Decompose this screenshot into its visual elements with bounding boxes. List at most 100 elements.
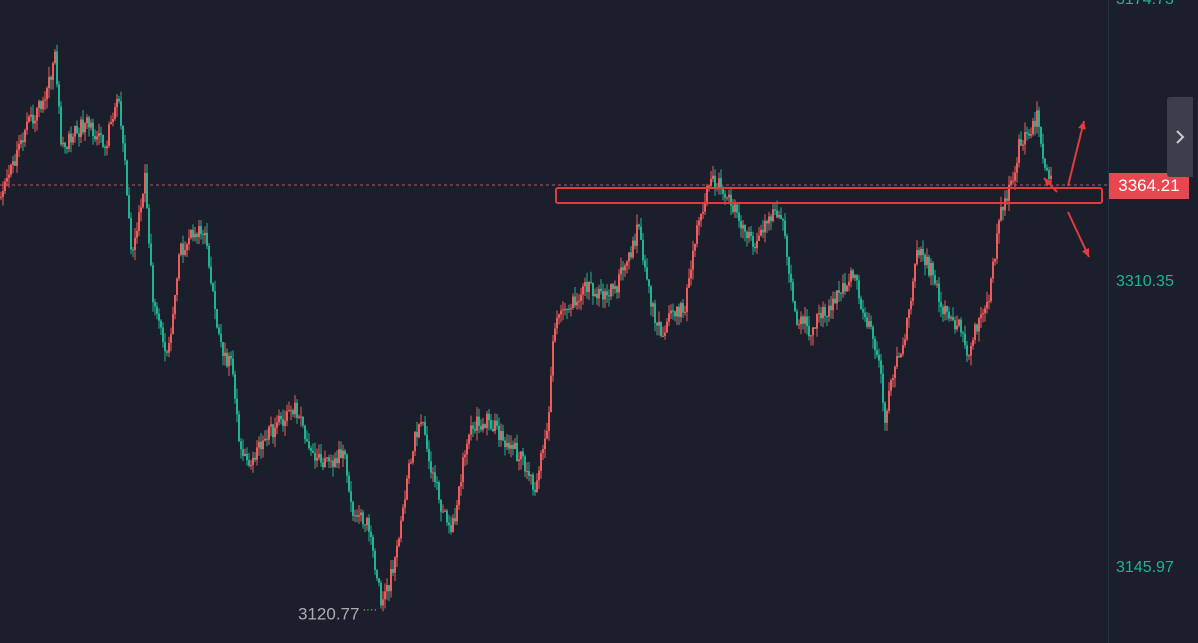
price-chart[interactable] — [0, 0, 1108, 643]
candle-body — [434, 472, 436, 483]
candle-body — [1016, 162, 1018, 173]
candle-body — [810, 335, 812, 337]
candle-body — [262, 440, 264, 450]
candle-body — [682, 303, 684, 313]
candle-body — [590, 281, 592, 283]
candle-body — [136, 231, 138, 238]
candle-body — [1018, 139, 1020, 163]
candle-body — [4, 181, 6, 192]
candle-body — [670, 310, 672, 314]
candle-body — [544, 438, 546, 450]
candle-body — [680, 303, 682, 317]
candle-body — [508, 442, 510, 449]
candle-body — [534, 489, 536, 492]
candle-body — [152, 265, 154, 303]
candle-body — [580, 294, 582, 301]
candle-body — [148, 208, 150, 244]
candle-body — [308, 441, 310, 449]
candle-body — [494, 420, 496, 432]
candle-body — [668, 313, 670, 322]
candle-body — [856, 275, 858, 281]
candle-body — [86, 117, 88, 124]
candle-body — [806, 316, 808, 327]
candle-body — [18, 143, 20, 150]
candle-body — [238, 414, 240, 442]
candle-body — [910, 301, 912, 310]
candle-body — [1050, 175, 1052, 180]
candle-body — [98, 133, 100, 137]
candle-body — [928, 256, 930, 276]
candle-body — [938, 283, 940, 303]
candle-body — [1022, 144, 1024, 146]
candle-body — [270, 424, 272, 427]
candle-body — [592, 282, 594, 297]
candle-body — [552, 341, 554, 376]
candle-body — [1042, 143, 1044, 159]
candle-body — [8, 174, 10, 178]
candle-body — [836, 290, 838, 304]
candle-body — [762, 229, 764, 233]
candle-body — [794, 301, 796, 312]
candle-body — [734, 204, 736, 212]
candle-body — [832, 298, 834, 311]
candle-body — [610, 284, 612, 297]
candle-body — [664, 332, 666, 336]
candle-body — [288, 410, 290, 412]
candle-body — [156, 306, 158, 314]
candle-body — [1012, 180, 1014, 182]
candle-body — [848, 281, 850, 286]
candle-body — [612, 284, 614, 289]
candle-body — [334, 458, 336, 467]
candle-body — [358, 515, 360, 517]
candle-body — [524, 456, 526, 472]
candle-body — [464, 454, 466, 458]
candle-body — [818, 312, 820, 315]
candle-body — [204, 232, 206, 236]
candle-body — [484, 424, 486, 428]
candle-body — [548, 412, 550, 431]
candle-body — [554, 328, 556, 342]
candle-body — [532, 474, 534, 490]
candle-body — [116, 98, 118, 108]
candle-body — [712, 175, 714, 179]
candle-body — [214, 291, 216, 309]
candle-body — [556, 317, 558, 329]
candle-body — [448, 522, 450, 526]
candle-body — [26, 121, 28, 131]
candle-body — [488, 413, 490, 421]
candle-body — [80, 119, 82, 137]
candle-body — [790, 273, 792, 283]
candle-body — [302, 416, 304, 426]
candle-body — [60, 106, 62, 145]
candle-body — [970, 345, 972, 356]
price-axis-label-top: 3174.73 — [1116, 0, 1174, 9]
candle-body — [922, 248, 924, 255]
candle-body — [730, 194, 732, 206]
candle-body — [490, 420, 492, 429]
candle-body — [346, 454, 348, 476]
candle-body — [422, 421, 424, 423]
candle-body — [492, 428, 494, 432]
scroll-right-button[interactable] — [1167, 97, 1193, 177]
candle-body — [752, 235, 754, 247]
candle-body — [536, 480, 538, 492]
candle-body — [454, 518, 456, 522]
candle-body — [400, 520, 402, 539]
candle-body — [138, 212, 140, 232]
candle-body — [572, 296, 574, 308]
candle-body — [514, 442, 516, 449]
candle-body — [702, 211, 704, 214]
candle-body — [44, 99, 46, 101]
candle-body — [38, 101, 40, 108]
candle-body — [366, 517, 368, 526]
candle-body — [40, 101, 42, 110]
candle-body — [206, 232, 208, 246]
candle-body — [330, 460, 332, 462]
price-axis-label-mid: 3310.35 — [1116, 273, 1174, 290]
candle-body — [180, 243, 182, 255]
candle-body — [684, 311, 686, 313]
candle-body — [690, 269, 692, 279]
candle-body — [648, 279, 650, 287]
candle-body — [872, 326, 874, 339]
